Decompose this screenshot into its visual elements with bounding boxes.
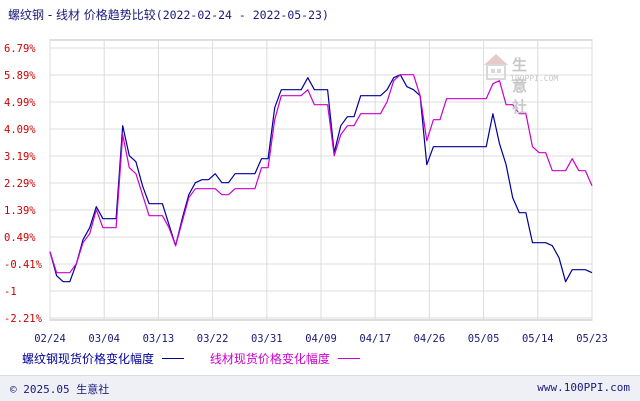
legend-swatch-wire-rod — [337, 358, 360, 359]
x-tick-label: 03/31 — [251, 333, 283, 345]
footer-bar: © 2025.05 生意社 www.100PPI.com — [0, 375, 640, 401]
x-tick-label: 02/24 — [34, 333, 66, 345]
series-line-rebar — [49, 74, 593, 283]
x-tick-label: 03/13 — [143, 333, 175, 345]
y-tick-label: 1.39% — [4, 205, 36, 217]
y-tick-label: 0.49% — [4, 232, 36, 244]
legend-item-wire-rod: 线材现货价格变化幅度 — [210, 350, 360, 367]
legend-label-rebar: 螺纹钢现货价格变化幅度 — [22, 352, 155, 366]
chart-legend: 螺纹钢现货价格变化幅度 线材现货价格变化幅度 — [22, 350, 382, 367]
watermark-logo: 生意社 100PPI.COM — [482, 52, 558, 116]
y-tick-label: -2.21% — [4, 313, 43, 325]
y-tick-label: 4.09% — [4, 124, 36, 136]
house-icon — [484, 54, 508, 80]
chart-title: 螺纹钢 - 线材 价格趋势比较(2022-02-24 - 2022-05-23) — [8, 6, 329, 23]
y-tick-label: 2.29% — [4, 178, 36, 190]
y-tick-label: -1 — [4, 286, 17, 298]
x-tick-label: 03/22 — [197, 333, 229, 345]
x-tick-label: 04/26 — [414, 333, 446, 345]
x-tick-label: 03/04 — [88, 333, 120, 345]
footer-website-link[interactable]: www.100PPI.com — [537, 381, 630, 394]
y-tick-label: 3.19% — [4, 151, 36, 163]
y-tick-label: 6.79% — [4, 43, 36, 55]
legend-swatch-rebar — [162, 358, 185, 359]
y-tick-label: 5.89% — [4, 70, 36, 82]
legend-item-rebar: 螺纹钢现货价格变化幅度 — [22, 350, 185, 367]
legend-label-wire-rod: 线材现货价格变化幅度 — [209, 352, 330, 366]
x-tick-label: 05/23 — [576, 333, 608, 345]
watermark-url: 100PPI.COM — [510, 74, 559, 83]
watermark-name: 生意社 — [512, 56, 530, 116]
series-line-wire-rod — [49, 74, 593, 274]
chart-title-text: 螺纹钢 - 线材 价格趋势比较 — [8, 8, 156, 22]
footer-copyright: © 2025.05 生意社 — [10, 383, 110, 396]
chart-date-range: (2022-02-24 - 2022-05-23) — [155, 8, 329, 22]
x-tick-label: 05/14 — [522, 333, 554, 345]
x-tick-label: 05/05 — [468, 333, 500, 345]
x-tick-label: 04/09 — [305, 333, 337, 345]
x-tick-label: 04/17 — [359, 333, 391, 345]
y-tick-label: 4.99% — [4, 97, 36, 109]
y-tick-label: -0.41% — [4, 259, 43, 271]
